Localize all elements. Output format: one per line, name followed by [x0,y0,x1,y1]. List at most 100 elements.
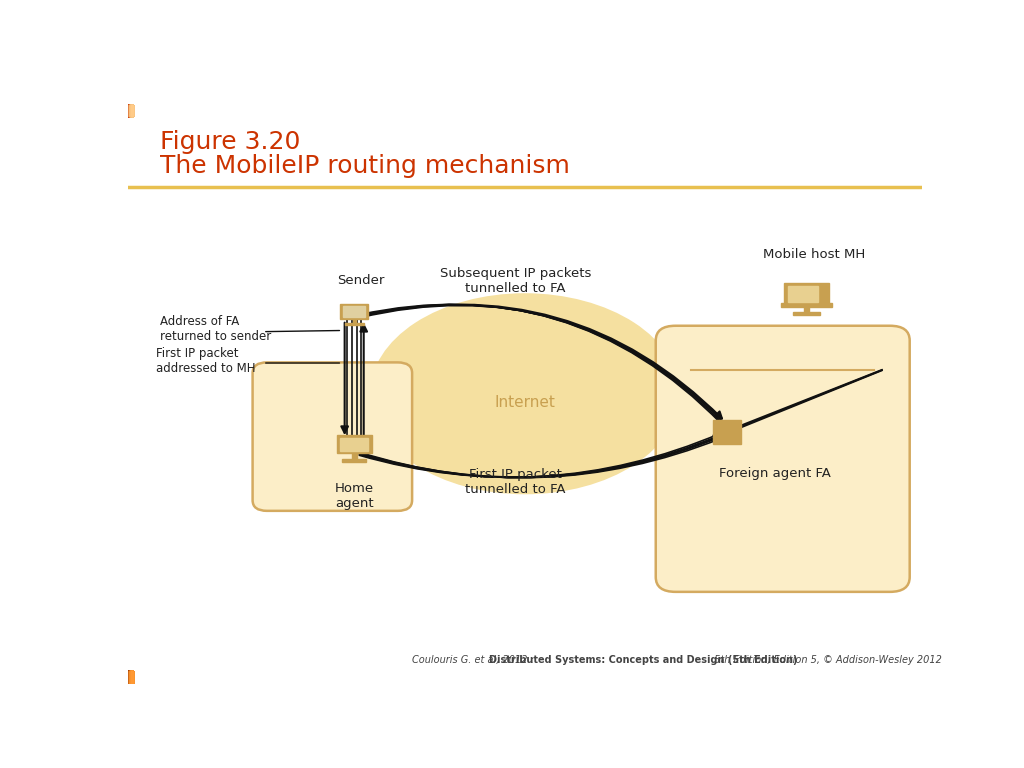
Bar [129,670,132,684]
Bar [130,670,133,684]
Bar [130,670,133,684]
Bar [129,105,132,116]
Bar [130,670,133,684]
Bar [130,670,133,684]
Bar [129,105,132,116]
Bar [128,670,131,684]
Bar [130,105,133,116]
Bar [130,670,133,684]
Bar [129,670,131,684]
Bar [131,670,133,684]
Bar [129,105,132,116]
Bar [128,670,131,684]
Bar [129,105,132,116]
Bar [129,670,132,684]
Bar [129,670,132,684]
Bar [129,105,131,116]
Bar [128,670,131,684]
Bar [129,670,131,684]
Bar [128,105,131,116]
Bar [129,105,131,116]
Bar [130,670,133,684]
Bar [130,670,132,684]
Bar [129,670,131,684]
Bar [130,670,132,684]
Bar [129,670,132,684]
Bar [129,105,131,116]
Bar [352,317,355,323]
Bar [129,105,132,116]
Bar [129,105,132,116]
Bar [129,105,132,116]
Bar [129,105,132,116]
Bar [129,105,132,116]
Bar [129,105,131,116]
Bar [128,105,131,116]
Bar [130,670,132,684]
Bar [130,670,133,684]
Bar [343,306,366,317]
Bar [130,105,133,116]
Text: Home
agent: Home agent [335,482,374,511]
Bar [130,670,133,684]
Bar [130,670,133,684]
Bar [129,670,131,684]
Bar [129,670,131,684]
Bar [129,670,132,684]
Bar [128,670,131,684]
Bar [129,670,132,684]
Bar [129,670,131,684]
Bar [129,670,132,684]
Bar [129,670,131,684]
Bar [130,670,133,684]
Bar [130,105,132,116]
Bar [129,670,131,684]
Bar [131,105,133,116]
Bar [129,670,132,684]
Bar [130,105,132,116]
Bar [129,670,131,684]
Bar [130,670,133,684]
Bar [129,105,132,116]
Bar [130,105,132,116]
Text: Figure 3.20: Figure 3.20 [160,131,300,154]
Bar [128,105,131,116]
Bar [130,105,133,116]
Bar [130,670,133,684]
Bar [129,670,131,684]
Bar [128,670,131,684]
Bar [129,670,131,684]
Bar [129,105,132,116]
Bar [129,670,131,684]
Bar [129,670,131,684]
Bar [130,105,133,116]
Bar [129,105,131,116]
Bar [129,670,132,684]
Bar [129,105,132,116]
Bar [129,105,132,116]
Bar [130,670,133,684]
Bar [129,670,131,684]
Bar [130,105,132,116]
Text: Internet: Internet [495,395,555,410]
Bar [130,670,133,684]
Bar [129,105,132,116]
Bar [130,105,133,116]
Bar [130,105,132,116]
Bar [128,670,131,684]
Bar [130,670,132,684]
Bar [130,105,133,116]
Bar [129,105,131,116]
Bar [129,105,131,116]
Bar [130,105,133,116]
Bar [128,670,131,684]
Bar [130,670,133,684]
Bar [128,105,131,116]
Bar [130,105,132,116]
Bar [130,105,133,116]
Bar [128,670,131,684]
Bar [129,670,132,684]
Bar [129,105,132,116]
Bar [129,670,132,684]
Bar [129,105,132,116]
